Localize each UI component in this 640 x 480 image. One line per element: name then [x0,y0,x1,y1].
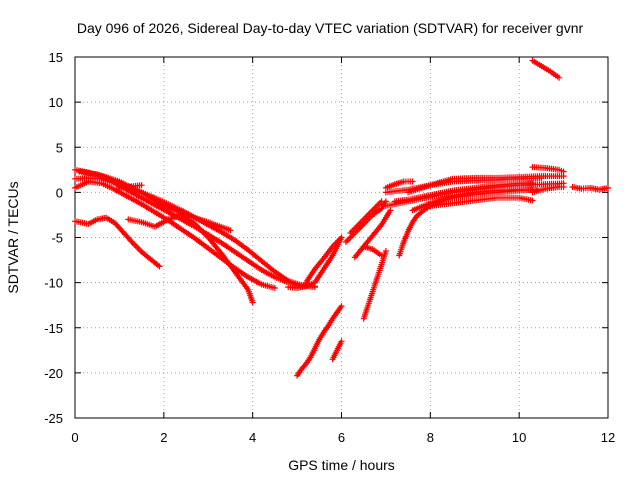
x-tick-label: 2 [160,430,167,445]
series-track-25 [529,184,567,196]
y-tick-label: -15 [44,321,63,336]
x-tick-label: 0 [71,430,78,445]
series-track-23 [382,174,545,196]
series-track-15 [360,248,389,322]
series-track-17 [382,178,416,191]
plus-markers [72,214,163,270]
grid [75,57,608,418]
x-tick-label: 8 [427,430,434,445]
plus-markers [427,194,536,209]
data-points [72,57,611,379]
series-track-24 [427,194,536,209]
plus-markers [294,303,345,379]
x-tick-label: 4 [249,430,256,445]
plus-markers [360,243,385,259]
series-track-10 [294,303,345,379]
plus-markers [285,234,345,291]
y-tick-label: -25 [44,411,63,426]
series-track-27 [569,184,611,193]
y-tick-label: 15 [49,50,63,65]
plus-markers [125,211,256,306]
series-track-2 [72,174,318,290]
series-track-28 [529,57,563,81]
plus-markers [382,178,416,191]
plus-markers [382,174,545,196]
x-tick-label: 12 [601,430,615,445]
plus-markers [72,178,278,291]
y-tick-label: 0 [56,185,63,200]
plus-markers [569,184,611,193]
plus-markers [351,207,394,261]
series-track-16 [360,243,385,259]
series-track-13 [351,207,394,261]
x-tick-label: 6 [338,430,345,445]
y-tick-label: 10 [49,95,63,110]
y-tick-label: 5 [56,140,63,155]
series-track-5 [72,214,163,270]
plus-markers [303,234,345,286]
series-track-6 [125,211,256,306]
series-track-3 [72,178,278,291]
series-track-21 [391,180,536,205]
plus-markers [116,182,145,191]
x-axis-title: GPS time / hours [288,457,395,473]
plus-markers [529,164,567,175]
x-tick-label: 10 [512,430,526,445]
series-track-11 [329,338,345,363]
axis-ticks [74,56,609,419]
plus-markers [529,57,563,81]
x-tick-labels: 0 2 4 6 8 10 12 [71,430,615,445]
plus-markers [329,338,345,363]
series-track-22 [409,186,540,214]
y-tick-label: -5 [51,231,63,246]
series-track-26 [529,164,567,175]
series-track-14 [347,198,385,236]
plus-markers [360,248,389,322]
series-track-9 [303,234,345,286]
plus-markers [529,184,567,196]
series-track-7 [116,182,145,191]
y-tick-labels: -25 -20 -15 -10 -5 0 5 10 15 [44,50,63,426]
y-axis-title: SDTVAR / TECUs [5,181,21,293]
y-tick-label: -10 [44,276,63,291]
series-track-8 [285,234,345,291]
plus-markers [409,186,540,214]
plus-markers [72,174,318,290]
series-track-12 [342,198,389,245]
chart-title: Day 096 of 2026, Sidereal Day-to-day VTE… [77,20,584,36]
y-tick-label: -20 [44,366,63,381]
plus-markers [347,198,385,236]
plus-markers [391,180,536,205]
plus-markers [342,198,389,245]
